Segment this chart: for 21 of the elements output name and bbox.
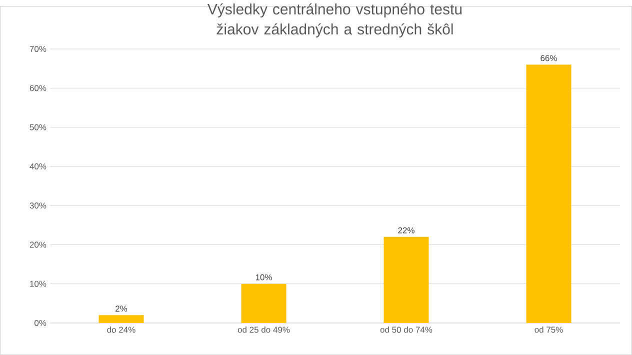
x-tick-label: od 75%	[534, 326, 563, 333]
y-tick-label: 50%	[30, 124, 46, 130]
bar	[526, 64, 572, 323]
bar	[98, 315, 144, 323]
y-tick-label: 40%	[30, 163, 46, 170]
data-label: 10%	[256, 274, 272, 280]
bar	[384, 236, 429, 323]
y-tick-label: 30%	[30, 202, 46, 209]
data-label: 66%	[540, 55, 557, 62]
data-label: 2%	[116, 306, 128, 312]
x-tick-label: od 50 do 74%	[380, 326, 432, 333]
y-tick-label: 0%	[34, 320, 46, 326]
x-tick-label: od 25 do 49%	[238, 326, 290, 333]
chart-title: Výsledky centrálneho vstupného testu žiakov základných a stredných škôl	[207, 3, 462, 38]
y-tick-label: 60%	[30, 85, 46, 92]
x-tick-label: do 24%	[107, 326, 136, 333]
y-tick-label: 10%	[30, 280, 46, 287]
data-label: 22%	[398, 227, 414, 234]
y-tick-label: 70%	[30, 46, 46, 52]
y-tick-label: 20%	[30, 242, 46, 248]
bar	[241, 284, 286, 323]
